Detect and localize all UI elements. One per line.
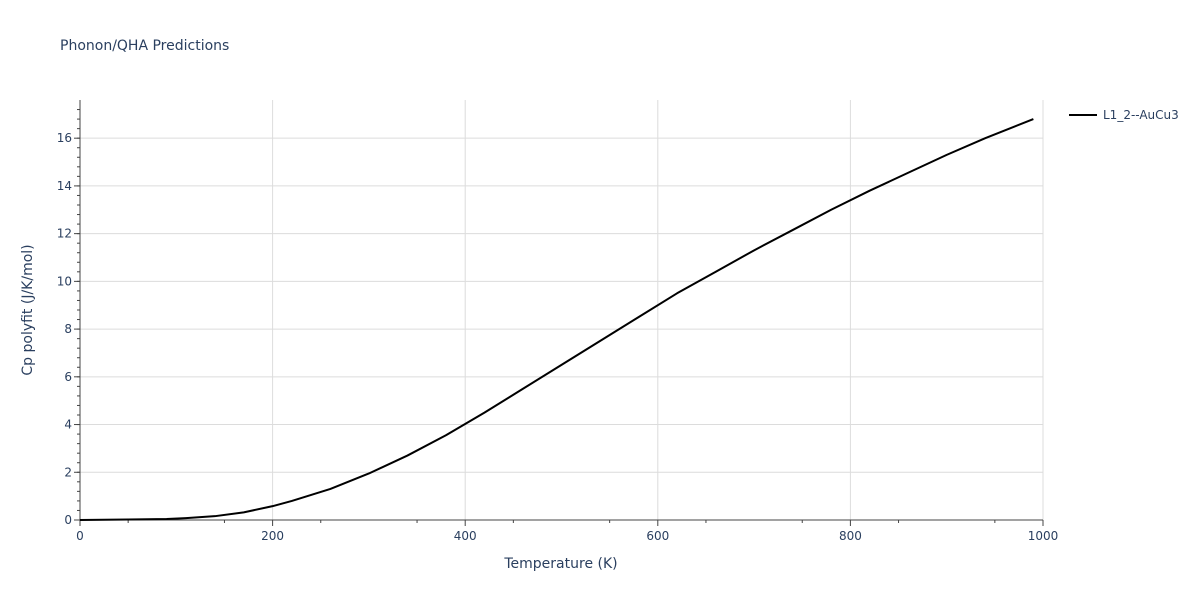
legend[interactable]: L1_2--AuCu3 <box>1069 108 1179 122</box>
y-tick-label: 8 <box>64 322 72 336</box>
legend-label: L1_2--AuCu3 <box>1103 108 1179 122</box>
series-line <box>79 118 1034 521</box>
legend-item[interactable]: L1_2--AuCu3 <box>1069 108 1179 122</box>
y-axis-title: Cp polyfit (J/K/mol) <box>20 244 36 375</box>
y-tick-label: 16 <box>57 131 72 145</box>
x-tick-label: 0 <box>76 529 84 543</box>
y-tick-label: 4 <box>64 418 72 432</box>
x-tick-label: 400 <box>454 529 477 543</box>
y-tick-label: 6 <box>64 370 72 384</box>
y-tick-label: 12 <box>57 227 72 241</box>
x-tick-label: 1000 <box>1028 529 1059 543</box>
x-tick-label: 800 <box>839 529 862 543</box>
y-tick-label: 10 <box>57 274 72 288</box>
x-tick-label: 600 <box>646 529 669 543</box>
chart-title: Phonon/QHA Predictions <box>60 38 229 54</box>
series-layer <box>79 118 1034 521</box>
y-tick-label: 0 <box>64 513 72 527</box>
y-tick-label: 2 <box>64 465 72 479</box>
y-tick-label: 14 <box>57 179 72 193</box>
axes: 0 200 400 600 800 1000 0 2 4 6 8 10 12 14 16 <box>57 100 1059 543</box>
x-tick-label: 200 <box>261 529 284 543</box>
grid <box>80 100 1044 520</box>
x-axis-title: Temperature (K) <box>503 556 617 572</box>
